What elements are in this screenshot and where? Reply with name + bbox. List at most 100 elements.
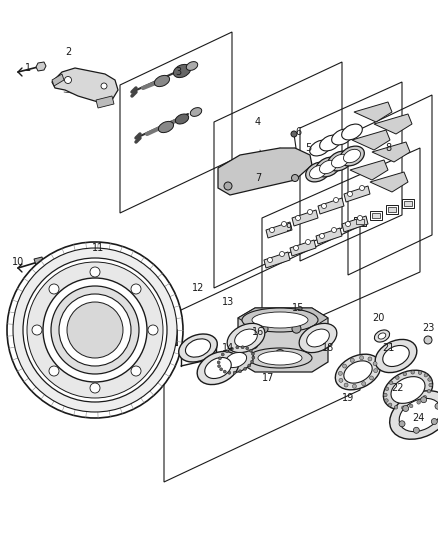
Circle shape (305, 239, 311, 245)
Ellipse shape (242, 308, 318, 332)
Polygon shape (52, 74, 64, 86)
Text: 20: 20 (372, 313, 384, 323)
Text: 1: 1 (25, 63, 31, 73)
Circle shape (269, 228, 275, 232)
Circle shape (429, 383, 432, 387)
Circle shape (417, 400, 420, 404)
Text: 22: 22 (392, 383, 404, 393)
Circle shape (251, 360, 254, 363)
Circle shape (332, 228, 336, 232)
Bar (386, 205, 398, 214)
Polygon shape (370, 172, 408, 192)
Text: 7: 7 (255, 173, 261, 183)
Ellipse shape (155, 75, 170, 86)
Circle shape (59, 294, 131, 366)
Circle shape (293, 246, 299, 251)
Circle shape (244, 367, 247, 370)
Circle shape (292, 174, 299, 182)
Circle shape (49, 366, 59, 376)
Circle shape (385, 399, 388, 402)
Circle shape (32, 325, 42, 335)
Polygon shape (350, 160, 388, 180)
Ellipse shape (173, 64, 191, 78)
Ellipse shape (186, 62, 198, 70)
Bar (372, 213, 380, 218)
Circle shape (373, 362, 377, 366)
Circle shape (374, 369, 378, 373)
Ellipse shape (205, 358, 231, 378)
Circle shape (241, 346, 244, 349)
Text: 13: 13 (222, 297, 234, 307)
Ellipse shape (179, 334, 217, 362)
Circle shape (248, 364, 251, 367)
Text: 12: 12 (192, 283, 204, 293)
Circle shape (276, 350, 285, 359)
Polygon shape (292, 210, 318, 226)
Ellipse shape (332, 129, 352, 145)
Circle shape (360, 185, 364, 190)
Bar (388, 207, 396, 212)
Ellipse shape (258, 351, 302, 365)
Circle shape (321, 204, 326, 208)
Ellipse shape (344, 361, 372, 383)
Circle shape (403, 372, 406, 376)
Ellipse shape (190, 108, 202, 116)
Circle shape (90, 267, 100, 277)
Polygon shape (372, 142, 410, 162)
Circle shape (420, 397, 427, 403)
Circle shape (350, 358, 354, 362)
Text: 6: 6 (295, 127, 301, 137)
Text: 16: 16 (252, 327, 264, 337)
Circle shape (394, 406, 398, 409)
Text: 2: 2 (65, 47, 71, 57)
Ellipse shape (320, 135, 340, 151)
Polygon shape (374, 114, 412, 134)
Circle shape (357, 215, 363, 221)
Polygon shape (238, 308, 328, 372)
Bar (370, 211, 382, 220)
Circle shape (292, 324, 301, 333)
Ellipse shape (319, 160, 336, 174)
Polygon shape (352, 130, 390, 150)
Circle shape (368, 357, 372, 361)
Circle shape (396, 376, 399, 379)
Text: 10: 10 (12, 257, 24, 267)
Circle shape (279, 252, 285, 256)
Ellipse shape (339, 146, 364, 166)
Circle shape (296, 215, 300, 221)
Circle shape (410, 404, 413, 408)
Circle shape (233, 371, 236, 374)
Circle shape (402, 406, 405, 409)
Circle shape (49, 284, 59, 294)
Circle shape (343, 364, 346, 368)
Text: 4: 4 (255, 117, 261, 127)
Circle shape (418, 371, 422, 375)
Circle shape (370, 376, 374, 380)
Circle shape (291, 131, 297, 137)
Ellipse shape (185, 339, 211, 357)
Circle shape (7, 242, 183, 418)
Circle shape (218, 365, 221, 368)
Text: 18: 18 (322, 343, 334, 353)
Ellipse shape (343, 149, 360, 163)
Circle shape (259, 324, 268, 333)
Circle shape (424, 336, 432, 344)
Ellipse shape (248, 348, 312, 368)
Text: 21: 21 (382, 343, 394, 353)
Ellipse shape (399, 399, 438, 432)
Circle shape (230, 347, 233, 350)
Circle shape (239, 370, 242, 373)
Circle shape (252, 356, 255, 359)
Ellipse shape (175, 114, 189, 124)
Circle shape (23, 258, 167, 402)
Ellipse shape (306, 162, 330, 182)
Circle shape (251, 352, 254, 356)
Polygon shape (318, 198, 344, 214)
Ellipse shape (252, 312, 308, 328)
Circle shape (346, 222, 350, 227)
Polygon shape (96, 96, 114, 108)
Ellipse shape (378, 333, 386, 339)
Text: 15: 15 (292, 303, 304, 313)
Text: 19: 19 (342, 393, 354, 403)
Circle shape (268, 257, 272, 262)
